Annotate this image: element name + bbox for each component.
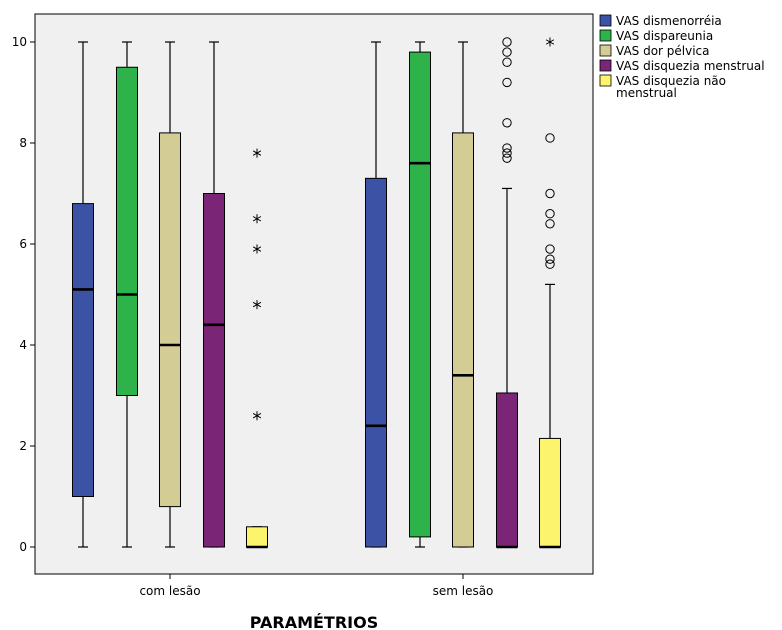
box-iqr (539, 437, 561, 548)
box-series (72, 37, 561, 549)
box-3-1 (496, 37, 518, 549)
box-2-1 (452, 41, 474, 548)
extreme-point (252, 300, 262, 310)
legend-label: VAS dispareunia (616, 29, 713, 43)
outlier-point (502, 77, 512, 88)
y-tick-label: 8 (19, 136, 27, 150)
outlier-point (502, 47, 512, 57)
outlier-point (545, 188, 555, 199)
outlier-point (502, 153, 512, 163)
legend-swatch (599, 29, 612, 42)
legend-swatch (599, 44, 612, 57)
outlier-point (545, 209, 555, 219)
box-1-0 (116, 41, 138, 548)
legend-label: VAS dor pélvica (616, 44, 710, 58)
legend-item: VAS dismenorréia (599, 14, 722, 28)
outlier-point (502, 148, 512, 158)
box-2-0 (159, 41, 181, 548)
box-1-1 (409, 41, 431, 548)
legend-item: VAS dor pélvica (599, 44, 710, 58)
box-iqr (159, 132, 181, 508)
legend-label: VAS disquezia não (616, 74, 726, 88)
y-axis: 0 2 4 6 8 10 (12, 35, 35, 554)
legend-swatch (599, 74, 612, 87)
box-iqr (496, 392, 518, 548)
outlier-point (502, 143, 512, 153)
extreme-point (252, 244, 262, 254)
box-iqr (452, 132, 474, 548)
box-iqr (116, 66, 138, 396)
extreme-point (252, 411, 262, 421)
extreme-point (252, 148, 262, 158)
legend-item: VAS dispareunia (599, 29, 713, 43)
box-iqr (409, 51, 431, 538)
legend-item: VAS disquezia menstrual (599, 59, 765, 73)
legend-label: VAS dismenorréia (616, 14, 722, 28)
y-tick-label: 0 (19, 540, 27, 554)
box-iqr (365, 177, 387, 548)
extreme-point (545, 37, 555, 47)
legend-label: VAS disquezia menstrual (616, 59, 765, 73)
box-0-0 (72, 41, 94, 548)
legend-swatch (599, 14, 612, 27)
y-tick-label: 4 (19, 338, 27, 352)
y-tick-label: 6 (19, 237, 27, 251)
outlier-point (502, 37, 512, 47)
outlier-point (545, 244, 555, 254)
x-axis: com lesão sem lesão (139, 574, 493, 598)
x-category-label: com lesão (139, 584, 200, 598)
outlier-point (502, 118, 512, 128)
legend-swatch (599, 59, 612, 72)
y-tick-label: 10 (12, 35, 27, 49)
y-tick-label: 2 (19, 439, 27, 453)
outlier-point (545, 259, 555, 269)
outlier-point (545, 133, 555, 143)
outlier-point (545, 219, 555, 229)
box-iqr (72, 203, 94, 497)
x-category-label: sem lesão (433, 584, 494, 598)
box-iqr (203, 193, 225, 548)
box-4-0 (246, 148, 268, 549)
x-axis-title: PARAMÉTRIOS (250, 613, 379, 630)
outlier-point (502, 57, 512, 67)
box-4-1 (539, 37, 561, 549)
extreme-point (252, 214, 262, 224)
box-0-1 (365, 41, 387, 548)
box-3-0 (203, 41, 225, 548)
outlier-point (545, 254, 555, 264)
box-iqr (246, 526, 268, 548)
legend-label: menstrual (616, 86, 677, 100)
